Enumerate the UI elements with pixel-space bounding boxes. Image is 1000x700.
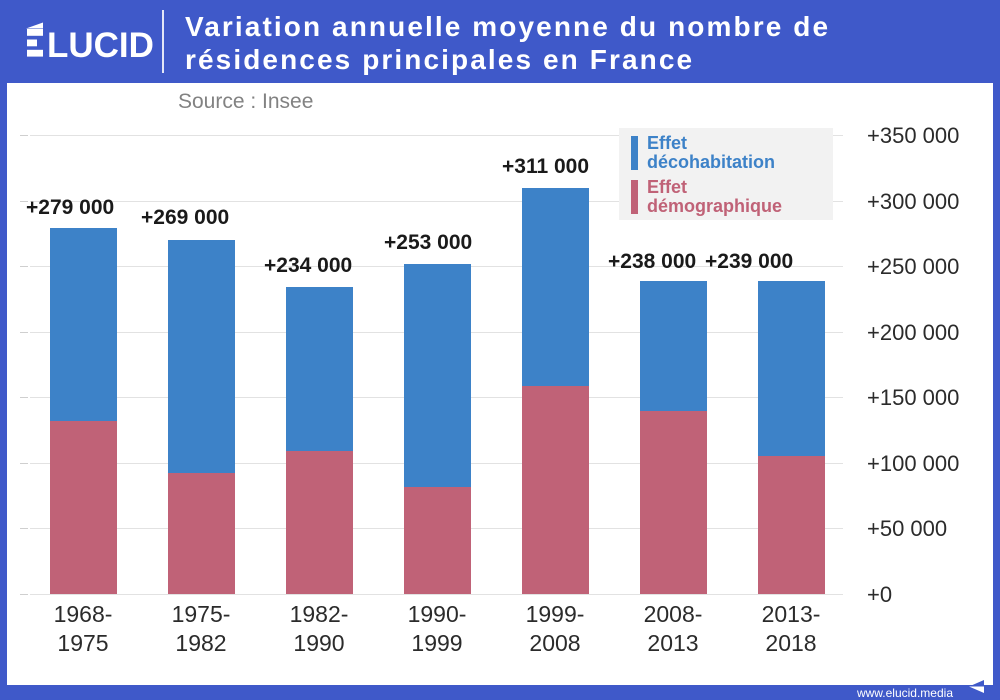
svg-text:LUCID: LUCID xyxy=(47,26,154,65)
